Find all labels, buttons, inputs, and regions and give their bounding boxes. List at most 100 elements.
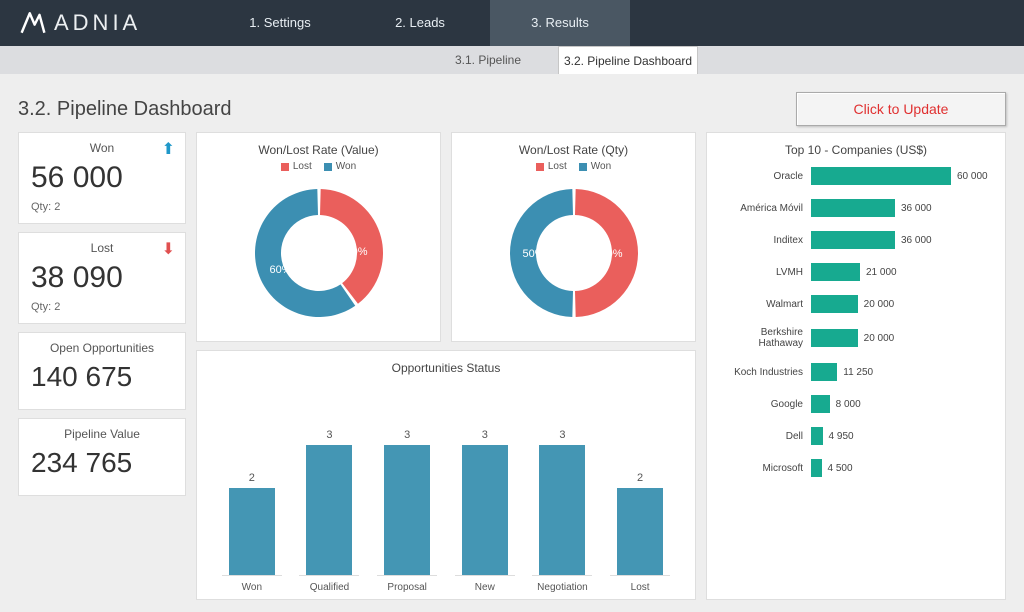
kpi-title: Pipeline Value bbox=[31, 427, 173, 441]
top-companies-column: Top 10 - Companies (US$) Oracle60 000Amé… bbox=[706, 132, 1006, 600]
bar-rect bbox=[384, 445, 430, 575]
slice-label: 50% bbox=[523, 248, 545, 260]
bar-value: 2 bbox=[637, 472, 643, 484]
bar-rect bbox=[229, 488, 275, 575]
company-bar-wrap: 20 000 bbox=[811, 295, 991, 313]
company-row-dell: Dell 4 950 bbox=[721, 427, 991, 445]
donut-title: Won/Lost Rate (Value) bbox=[258, 143, 378, 157]
company-row-walmart: Walmart 20 000 bbox=[721, 295, 991, 313]
brand-text: ADNIA bbox=[54, 10, 141, 36]
company-bar bbox=[811, 199, 895, 217]
bar-rect bbox=[539, 445, 585, 575]
company-bar bbox=[811, 167, 951, 185]
status-bar-proposal: 3 Proposal bbox=[377, 429, 437, 593]
kpi-sub: Qty: 2 bbox=[31, 301, 173, 313]
arrow-up-icon: ⬆ bbox=[162, 139, 175, 159]
bar-value: 3 bbox=[326, 429, 332, 441]
company-name: América Móvil bbox=[721, 203, 803, 214]
bar-rect bbox=[306, 445, 352, 575]
company-value: 4 500 bbox=[828, 463, 853, 474]
status-bar-won: 2Won bbox=[222, 472, 282, 593]
nav-tab-1[interactable]: 2. Leads bbox=[350, 0, 490, 46]
company-bar-wrap: 20 000 bbox=[811, 329, 991, 347]
kpi-value: 38 090 bbox=[31, 261, 173, 295]
company-bar bbox=[811, 295, 858, 313]
kpi-value: 234 765 bbox=[31, 447, 173, 479]
slice-label: 50% bbox=[601, 248, 623, 260]
top-companies-chart: Top 10 - Companies (US$) Oracle60 000Amé… bbox=[706, 132, 1006, 600]
arrow-down-icon: ⬇ bbox=[162, 239, 175, 259]
slice-label: 60% bbox=[270, 264, 292, 276]
company-value: 8 000 bbox=[836, 399, 861, 410]
company-bar bbox=[811, 459, 822, 477]
company-bar bbox=[811, 231, 895, 249]
bar-label: Lost bbox=[610, 575, 670, 593]
company-name: LVMH bbox=[721, 267, 803, 278]
status-chart-title: Opportunities Status bbox=[213, 361, 679, 375]
bar-label: Negotiation bbox=[532, 575, 592, 593]
company-bar-wrap: 21 000 bbox=[811, 263, 991, 281]
company-value: 20 000 bbox=[864, 299, 895, 310]
kpi-sub: Qty: 2 bbox=[31, 201, 173, 213]
donut-chart-1: Won/Lost Rate (Qty) LostWon 50% 50% bbox=[451, 132, 696, 342]
company-value: 36 000 bbox=[901, 203, 932, 214]
dashboard-grid: Won⬆56 000Qty: 2Lost⬇38 090Qty: 2Open Op… bbox=[0, 132, 1024, 612]
company-name: Inditex bbox=[721, 235, 803, 246]
company-bar-wrap: 8 000 bbox=[811, 395, 991, 413]
company-bar bbox=[811, 329, 858, 347]
bar-label: Qualified bbox=[299, 575, 359, 593]
company-row-microsoft: Microsoft 4 500 bbox=[721, 459, 991, 477]
slice-label: 40% bbox=[346, 246, 368, 258]
brand-icon bbox=[20, 10, 46, 36]
update-button[interactable]: Click to Update bbox=[796, 92, 1006, 126]
status-bar-negotiation: 3Negotiation bbox=[532, 429, 592, 593]
company-bar bbox=[811, 427, 823, 445]
nav-tab-2[interactable]: 3. Results bbox=[490, 0, 630, 46]
nav-tabs: 1. Settings2. Leads3. Results bbox=[210, 0, 1024, 46]
company-bar-wrap: 36 000 bbox=[811, 231, 991, 249]
bar-label: Proposal bbox=[377, 575, 437, 593]
status-bar-new: 3New bbox=[455, 429, 515, 593]
bar-rect bbox=[462, 445, 508, 575]
top-companies-title: Top 10 - Companies (US$) bbox=[721, 143, 991, 157]
bar-value: 3 bbox=[482, 429, 488, 441]
company-bar-wrap: 36 000 bbox=[811, 199, 991, 217]
company-bar-wrap: 4 500 bbox=[811, 459, 991, 477]
nav-subtab-0[interactable]: 3.1. Pipeline bbox=[418, 46, 558, 74]
company-value: 20 000 bbox=[864, 333, 895, 344]
company-bar bbox=[811, 263, 860, 281]
bar-rect bbox=[617, 488, 663, 575]
company-name: Microsoft bbox=[721, 463, 803, 474]
company-bar-wrap: 11 250 bbox=[811, 363, 991, 381]
kpi-card-won: Won⬆56 000Qty: 2 bbox=[18, 132, 186, 224]
bar-value: 3 bbox=[404, 429, 410, 441]
company-row-berkshire-hathaway: Berkshire Hathaway 20 000 bbox=[721, 327, 991, 349]
company-value: 36 000 bbox=[901, 235, 932, 246]
heading-row: 3.2. Pipeline Dashboard Click to Update bbox=[0, 74, 1024, 132]
company-name: Berkshire Hathaway bbox=[721, 327, 803, 349]
company-name: Dell bbox=[721, 431, 803, 442]
company-bar bbox=[811, 363, 837, 381]
kpi-title: Lost bbox=[31, 241, 173, 255]
company-value: 4 950 bbox=[829, 431, 854, 442]
donut-legend: LostWon bbox=[536, 161, 611, 172]
company-name: Walmart bbox=[721, 299, 803, 310]
status-bar-lost: 2 Lost bbox=[610, 472, 670, 593]
kpi-column: Won⬆56 000Qty: 2Lost⬇38 090Qty: 2Open Op… bbox=[18, 132, 186, 600]
nav-subtab-1[interactable]: 3.2. Pipeline Dashboard bbox=[558, 46, 698, 74]
page-title: 3.2. Pipeline Dashboard bbox=[18, 98, 231, 121]
company-row-koch-industries: Koch Industries11 250 bbox=[721, 363, 991, 381]
status-bars: 2Won3Qualified3Proposal3New3Negotiation2… bbox=[213, 379, 679, 593]
nav-tab-0[interactable]: 1. Settings bbox=[210, 0, 350, 46]
kpi-value: 140 675 bbox=[31, 361, 173, 393]
company-bar-wrap: 60 000 bbox=[811, 167, 991, 185]
company-bar-wrap: 4 950 bbox=[811, 427, 991, 445]
legend-item: Lost bbox=[536, 161, 567, 172]
donut-chart-0: Won/Lost Rate (Value)LostWon40%60% bbox=[196, 132, 441, 342]
donut-title: Won/Lost Rate (Qty) bbox=[519, 143, 628, 157]
legend-item: Won bbox=[324, 161, 356, 172]
kpi-value: 56 000 bbox=[31, 161, 173, 195]
status-chart: Opportunities Status 2Won 3 Qualified 3 Prop… bbox=[196, 350, 696, 600]
nav-subtabs: 3.1. Pipeline3.2. Pipeline Dashboard bbox=[0, 46, 1024, 74]
kpi-card-pipeline-value: Pipeline Value 234 765 bbox=[18, 418, 186, 496]
